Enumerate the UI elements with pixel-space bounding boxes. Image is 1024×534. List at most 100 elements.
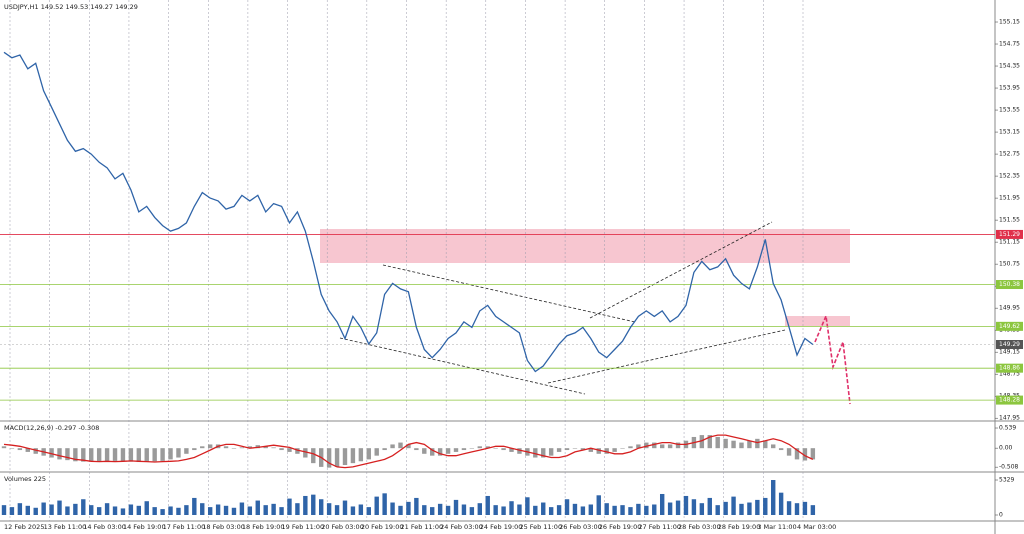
bar — [136, 505, 142, 515]
bar — [120, 508, 126, 515]
bar — [652, 504, 657, 515]
bar — [723, 501, 728, 515]
bar — [445, 448, 451, 454]
bar — [564, 499, 570, 515]
bar — [311, 494, 316, 515]
level-label: 148.28 — [999, 397, 1020, 404]
bar — [374, 448, 379, 456]
bar — [255, 445, 260, 449]
bar — [556, 448, 562, 452]
bar — [453, 499, 459, 515]
trend-line — [547, 329, 786, 384]
bar — [802, 501, 808, 515]
x-tick-label: 14 Feb 03:00 — [83, 523, 126, 531]
trend-line — [339, 337, 586, 395]
bar — [493, 448, 498, 449]
y-tick-label: 154.75 — [999, 41, 1020, 48]
bar — [517, 448, 522, 454]
bar — [247, 506, 253, 515]
trend-line — [382, 264, 636, 323]
bar — [152, 448, 157, 462]
bar — [406, 501, 411, 515]
bar — [73, 448, 78, 462]
bar — [699, 503, 705, 515]
y-tick-label: 151.15 — [999, 239, 1020, 246]
bar — [620, 448, 625, 449]
bar — [231, 507, 237, 515]
bar — [17, 448, 23, 451]
y-tick-label: 151.95 — [999, 195, 1020, 202]
bar — [25, 505, 30, 515]
bar — [675, 442, 681, 449]
bar — [564, 448, 570, 451]
bar — [469, 448, 475, 449]
bar — [334, 505, 340, 515]
x-tick-label: 20 Feb 19:00 — [361, 523, 404, 531]
bar — [89, 448, 94, 462]
bar — [184, 505, 189, 515]
bar — [430, 507, 435, 515]
bar — [192, 497, 197, 515]
bar — [176, 448, 181, 458]
bar — [255, 500, 260, 515]
bar — [49, 448, 54, 458]
bar — [778, 448, 784, 451]
x-tick-label: 14 Feb 19:00 — [123, 523, 166, 531]
bar — [675, 500, 681, 515]
bar — [802, 448, 808, 461]
bar — [279, 448, 284, 451]
bar — [334, 448, 340, 467]
bar — [771, 444, 776, 449]
bar — [398, 442, 403, 449]
indicator-label: Volumes 225 — [4, 475, 46, 483]
bar — [659, 444, 665, 449]
bar — [548, 448, 554, 456]
forecast-arrow — [814, 313, 851, 405]
bar — [342, 448, 348, 466]
y-tick-label: 0.539 — [999, 425, 1016, 432]
bar — [810, 448, 816, 460]
bar — [731, 440, 736, 449]
bar — [358, 448, 364, 462]
bar — [715, 436, 720, 449]
bar — [771, 480, 776, 515]
y-tick-label: 151.55 — [999, 217, 1020, 224]
bar — [1, 446, 7, 449]
bar — [287, 498, 292, 515]
bar — [548, 507, 554, 515]
bar — [128, 504, 134, 515]
bar — [223, 446, 229, 449]
bar — [469, 507, 475, 515]
x-tick-label: 12 Feb 2025 — [4, 523, 44, 531]
bar — [319, 499, 324, 515]
bar — [192, 448, 197, 451]
level-tag — [996, 321, 1023, 331]
bar — [128, 448, 134, 462]
bar — [73, 503, 78, 515]
y-tick-label: 152.75 — [999, 151, 1020, 158]
bar — [437, 448, 443, 456]
bar — [533, 505, 538, 515]
bar — [763, 497, 768, 515]
bar — [184, 448, 189, 454]
x-tick-label: 27 Feb 11:00 — [638, 523, 681, 531]
x-tick-label: 28 Feb 03:00 — [678, 523, 721, 531]
bar — [620, 505, 625, 515]
bar — [628, 507, 633, 515]
y-tick-label: -0.508 — [999, 464, 1019, 471]
x-tick-label: 24 Feb 19:00 — [480, 523, 523, 531]
bar — [477, 503, 482, 515]
bar — [414, 448, 419, 451]
bar — [263, 446, 268, 449]
current-tag — [996, 340, 1023, 350]
bar — [65, 448, 70, 461]
bar — [9, 448, 15, 449]
bar — [382, 493, 387, 515]
bar — [509, 448, 514, 452]
bar — [398, 505, 403, 515]
bar — [350, 506, 356, 515]
bar — [541, 502, 546, 515]
bar — [572, 448, 578, 449]
bar — [239, 447, 245, 449]
